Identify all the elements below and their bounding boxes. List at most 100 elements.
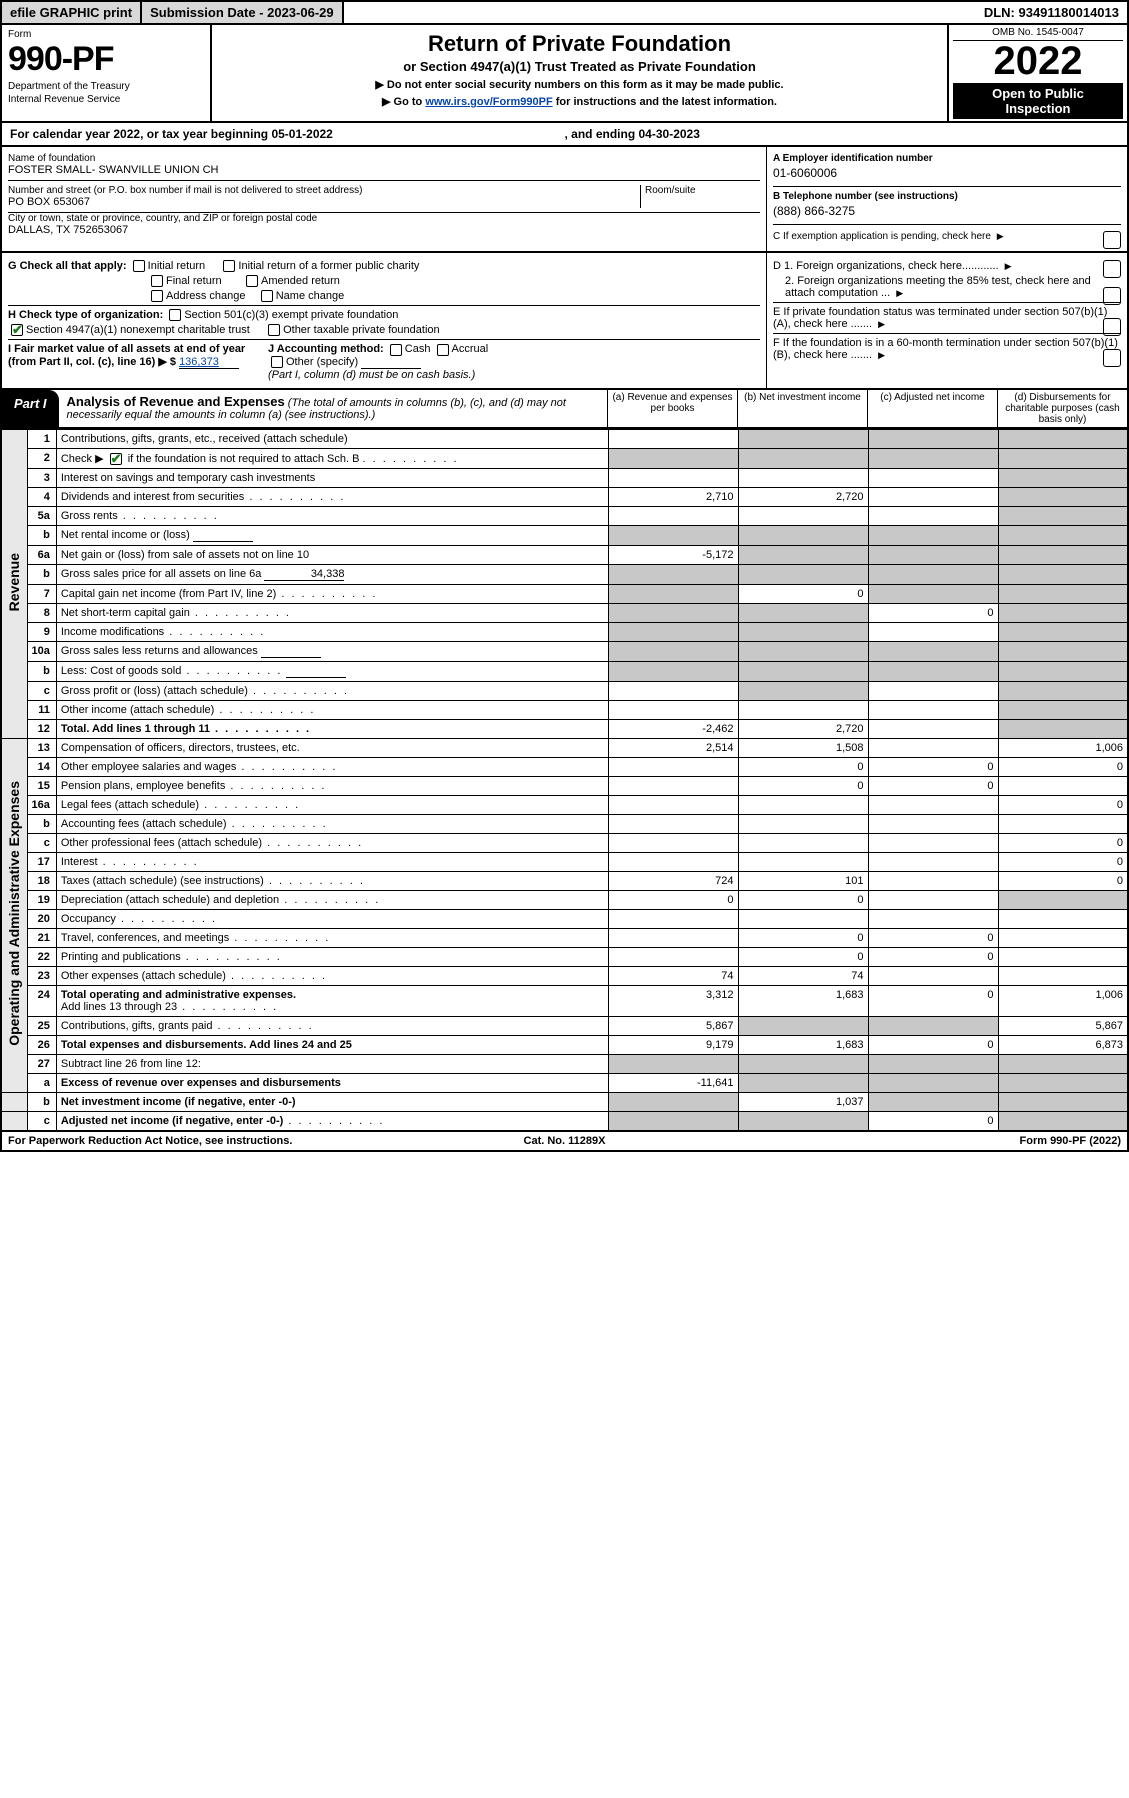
- table-row: 19Depreciation (attach schedule) and dep…: [1, 890, 1128, 909]
- cb-final-return[interactable]: [151, 275, 163, 287]
- l4: Dividends and interest from securities: [56, 487, 608, 506]
- table-row: bNet investment income (if negative, ent…: [1, 1092, 1128, 1111]
- l27c: Adjusted net income (if negative, enter …: [56, 1111, 608, 1131]
- arrow-icon: [875, 318, 888, 330]
- l19: Depreciation (attach schedule) and deple…: [56, 890, 608, 909]
- cb-schb[interactable]: [110, 453, 122, 465]
- cb-initial-return[interactable]: [133, 260, 145, 272]
- side-expenses: Operating and Administrative Expenses: [1, 738, 27, 1092]
- foundation-city: DALLAS, TX 752653067: [8, 224, 760, 236]
- table-row: 16aLegal fees (attach schedule)0: [1, 795, 1128, 814]
- f-label: F If the foundation is in a 60-month ter…: [773, 337, 1118, 361]
- cb-d1[interactable]: [1103, 260, 1121, 278]
- cb-amended[interactable]: [246, 275, 258, 287]
- footer-right: Form 990-PF (2022): [750, 1135, 1121, 1147]
- top-bar: efile GRAPHIC print Submission Date - 20…: [0, 0, 1129, 25]
- l1: Contributions, gifts, grants, etc., rece…: [56, 429, 608, 448]
- table-row: bGross sales price for all assets on lin…: [1, 564, 1128, 584]
- g-label: G Check all that apply:: [8, 260, 127, 272]
- l8: Net short-term capital gain: [56, 603, 608, 622]
- side-revenue: Revenue: [1, 429, 27, 738]
- part1-table: Revenue 1 Contributions, gifts, grants, …: [0, 429, 1129, 1132]
- table-row: bNet rental income or (loss): [1, 525, 1128, 545]
- dept-irs: Internal Revenue Service: [8, 94, 204, 105]
- l10c: Gross profit or (loss) (attach schedule): [56, 681, 608, 700]
- cb-501c3[interactable]: [169, 309, 181, 321]
- j1: Cash: [405, 343, 431, 355]
- part1-tab: Part I: [2, 390, 59, 427]
- l5b: Net rental income or (loss): [56, 525, 608, 545]
- l17: Interest: [56, 852, 608, 871]
- cb-cash[interactable]: [390, 344, 402, 356]
- table-row: 17Interest0: [1, 852, 1128, 871]
- table-row: 3Interest on savings and temporary cash …: [1, 468, 1128, 487]
- g1: Initial return: [148, 260, 205, 272]
- l13: Compensation of officers, directors, tru…: [56, 738, 608, 757]
- cb-address-change[interactable]: [151, 290, 163, 302]
- foundation-address: PO BOX 653067: [8, 196, 640, 208]
- table-row: cAdjusted net income (if negative, enter…: [1, 1111, 1128, 1131]
- table-row: 26Total expenses and disbursements. Add …: [1, 1035, 1128, 1054]
- tel-label: B Telephone number (see instructions): [773, 191, 958, 202]
- l18: Taxes (attach schedule) (see instruction…: [56, 871, 608, 890]
- c-checkbox[interactable]: [1103, 231, 1121, 249]
- cb-name-change[interactable]: [261, 290, 273, 302]
- table-row: 5aGross rents: [1, 506, 1128, 525]
- l26: Total expenses and disbursements. Add li…: [56, 1035, 608, 1054]
- note2-pre: ▶ Go to: [382, 96, 425, 108]
- part1-desc: Analysis of Revenue and Expenses (The to…: [59, 390, 607, 427]
- i-value: 136,373: [179, 356, 239, 369]
- cb-initial-former[interactable]: [223, 260, 235, 272]
- table-row: 12Total. Add lines 1 through 11-2,4622,7…: [1, 719, 1128, 738]
- l11: Other income (attach schedule): [56, 700, 608, 719]
- submission-date-value: 2023-06-29: [267, 5, 334, 20]
- g5: Address change: [166, 290, 246, 302]
- cb-4947a1[interactable]: [11, 324, 23, 336]
- part1-title: Analysis of Revenue and Expenses: [67, 394, 285, 409]
- cal-text-a: For calendar year 2022, or tax year begi…: [10, 127, 271, 141]
- l2: Check ▶ if the foundation is not require…: [56, 448, 608, 468]
- part1-header: Part I Analysis of Revenue and Expenses …: [0, 390, 1129, 429]
- tax-year: 2022: [953, 41, 1123, 81]
- table-row: 4Dividends and interest from securities2…: [1, 487, 1128, 506]
- col-c-hdr: (c) Adjusted net income: [867, 390, 997, 427]
- irs-link[interactable]: www.irs.gov/Form990PF: [425, 96, 552, 108]
- footer: For Paperwork Reduction Act Notice, see …: [0, 1132, 1129, 1152]
- h1: Section 501(c)(3) exempt private foundat…: [184, 309, 398, 321]
- tel-value: (888) 866-3275: [773, 202, 1121, 220]
- cb-accrual[interactable]: [437, 344, 449, 356]
- l3: Interest on savings and temporary cash i…: [56, 468, 608, 487]
- l15: Pension plans, employee benefits: [56, 776, 608, 795]
- table-row: 15Pension plans, employee benefits00: [1, 776, 1128, 795]
- identity-left: Name of foundation FOSTER SMALL- SWANVIL…: [2, 147, 767, 251]
- cb-other-method[interactable]: [271, 356, 283, 368]
- table-row: 20Occupancy: [1, 909, 1128, 928]
- j3: Other (specify): [286, 356, 358, 368]
- form-note-ssn: ▶ Do not enter social security numbers o…: [222, 78, 937, 91]
- l25: Contributions, gifts, grants paid: [56, 1016, 608, 1035]
- l24: Total operating and administrative expen…: [56, 985, 608, 1016]
- dln: DLN: 93491180014013: [976, 2, 1127, 23]
- calendar-year-row: For calendar year 2022, or tax year begi…: [0, 123, 1129, 147]
- table-row: 10aGross sales less returns and allowanc…: [1, 641, 1128, 661]
- l6a: Net gain or (loss) from sale of assets n…: [56, 545, 608, 564]
- table-row: 7Capital gain net income (from Part IV, …: [1, 584, 1128, 603]
- open-public-1: Open to Public: [992, 86, 1084, 101]
- form-note-link: ▶ Go to www.irs.gov/Form990PF for instru…: [222, 95, 937, 108]
- l23: Other expenses (attach schedule): [56, 966, 608, 985]
- h3: Other taxable private foundation: [283, 324, 440, 336]
- cb-d2[interactable]: [1103, 287, 1121, 305]
- checks-left: G Check all that apply: Initial return I…: [2, 253, 767, 388]
- l21: Travel, conferences, and meetings: [56, 928, 608, 947]
- cb-f[interactable]: [1103, 349, 1121, 367]
- cb-e[interactable]: [1103, 318, 1121, 336]
- form-subtitle: or Section 4947(a)(1) Trust Treated as P…: [222, 59, 937, 74]
- l20: Occupancy: [56, 909, 608, 928]
- city-label: City or town, state or province, country…: [8, 213, 760, 224]
- table-row: 18Taxes (attach schedule) (see instructi…: [1, 871, 1128, 890]
- l16c: Other professional fees (attach schedule…: [56, 833, 608, 852]
- name-label: Name of foundation: [8, 153, 760, 164]
- footer-left: For Paperwork Reduction Act Notice, see …: [8, 1135, 379, 1147]
- form-number: 990-PF: [8, 40, 204, 79]
- cb-other-taxable[interactable]: [268, 324, 280, 336]
